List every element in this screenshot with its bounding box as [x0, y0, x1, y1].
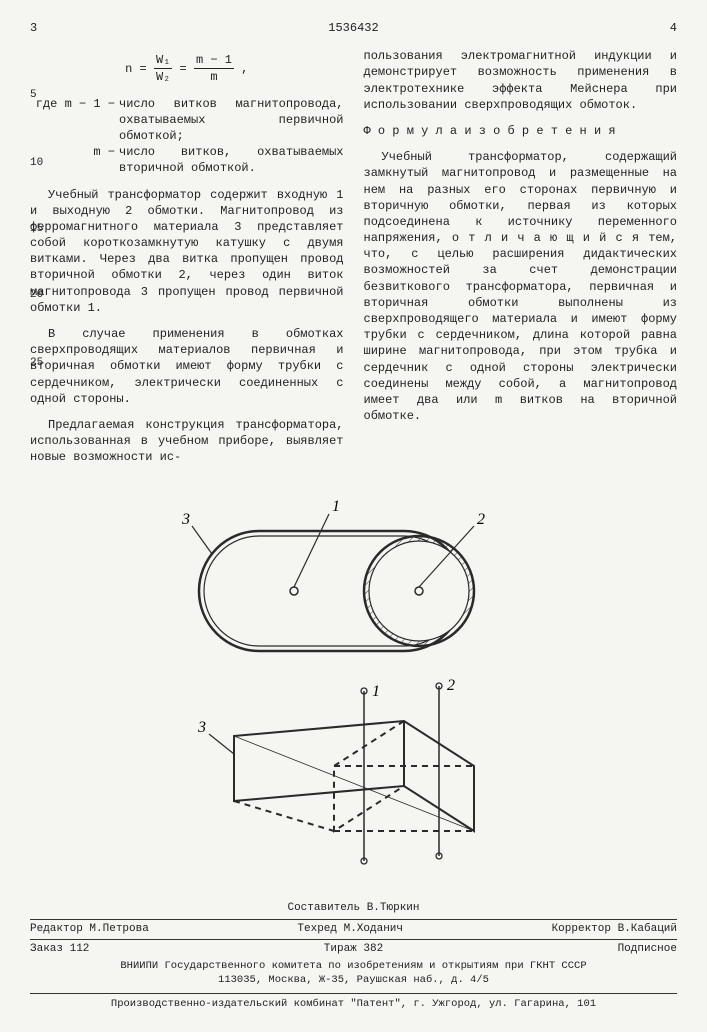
- editor: Редактор М.Петрова: [30, 922, 149, 937]
- left-column: n = W₁ W₂ = m − 1 m , где m − 1 − число …: [30, 48, 344, 475]
- fraction-2: m − 1 m: [194, 52, 234, 85]
- fraction-1: W₁ W₂: [154, 52, 172, 85]
- compiler-line: Составитель В.Тюркин: [30, 901, 677, 916]
- def-row-2: m − число витков, охватываемых вторичной…: [30, 144, 344, 176]
- line-marker-25: 25: [30, 356, 43, 371]
- tirazh: Тираж 382: [324, 942, 383, 957]
- def1-val: число витков магнитопровода, охватываемы…: [119, 96, 344, 145]
- text-columns-wrap: 5 10 15 20 25 n = W₁ W₂ = m − 1 m , где …: [30, 48, 677, 475]
- fig2-label-3: 3: [197, 719, 206, 736]
- right-column: пользования электромагнитной индукции и …: [364, 48, 678, 475]
- prod-line: Производственно-издательский комбинат "П…: [30, 993, 677, 1011]
- left-p2: В случае применения в обмотках сверхпров…: [30, 326, 344, 407]
- page-left: 3: [30, 20, 37, 36]
- footer: Составитель В.Тюркин Редактор М.Петрова …: [30, 901, 677, 1012]
- line-marker-5: 5: [30, 88, 37, 103]
- fig2-label-2: 2: [447, 677, 455, 694]
- equals-sign: =: [180, 62, 187, 76]
- def2-key: m −: [30, 144, 119, 176]
- line-marker-20: 20: [30, 288, 43, 303]
- org1: ВНИИПИ Государственного комитета по изоб…: [30, 959, 677, 973]
- line-marker-15: 15: [30, 222, 43, 237]
- fig2-label-1: 1: [372, 683, 380, 700]
- page-right: 4: [670, 20, 677, 36]
- order-row: Заказ 112 Тираж 382 Подписное: [30, 939, 677, 957]
- figure-1: 1 2 3: [174, 496, 534, 666]
- figures-block: 1 2 3 1 2 3: [30, 496, 677, 876]
- def1-key: где m − 1 −: [30, 96, 119, 145]
- corrector: Корректор В.Кабаций: [552, 922, 677, 937]
- page-header: 3 1536432 4: [30, 20, 677, 36]
- def2-val: число витков, охватываемых вторичной обм…: [119, 144, 344, 176]
- claim-title: Ф о р м у л а и з о б р е т е н и я: [364, 123, 678, 139]
- fig1-label-1: 1: [332, 498, 340, 515]
- comma: ,: [241, 62, 248, 76]
- org-block: ВНИИПИ Государственного комитета по изоб…: [30, 959, 677, 987]
- formula-prefix: n =: [125, 62, 147, 76]
- figure-2: 1 2 3: [174, 676, 534, 876]
- org2: 113035, Москва, Ж-35, Раушская наб., д. …: [30, 973, 677, 987]
- claim-text: Учебный трансформатор, содержащий замкну…: [364, 149, 678, 424]
- subscription: Подписное: [618, 942, 677, 957]
- left-p3: Предлагаемая конструкция трансформатора,…: [30, 417, 344, 466]
- fig1-label-3: 3: [181, 511, 190, 528]
- line-marker-10: 10: [30, 156, 43, 171]
- left-p1: Учебный трансформатор содержит входную 1…: [30, 187, 344, 317]
- fig1-label-2: 2: [477, 511, 485, 528]
- doc-number: 1536432: [328, 20, 378, 36]
- text-columns: n = W₁ W₂ = m − 1 m , где m − 1 − число …: [30, 48, 677, 475]
- formula: n = W₁ W₂ = m − 1 m ,: [30, 52, 344, 85]
- techred: Техред М.Ходанич: [297, 922, 403, 937]
- editors-row: Редактор М.Петрова Техред М.Ходанич Корр…: [30, 919, 677, 937]
- definitions: где m − 1 − число витков магнитопровода,…: [30, 96, 344, 177]
- right-p-cont: пользования электромагнитной индукции и …: [364, 48, 678, 113]
- order: Заказ 112: [30, 942, 89, 957]
- def-row-1: где m − 1 − число витков магнитопровода,…: [30, 96, 344, 145]
